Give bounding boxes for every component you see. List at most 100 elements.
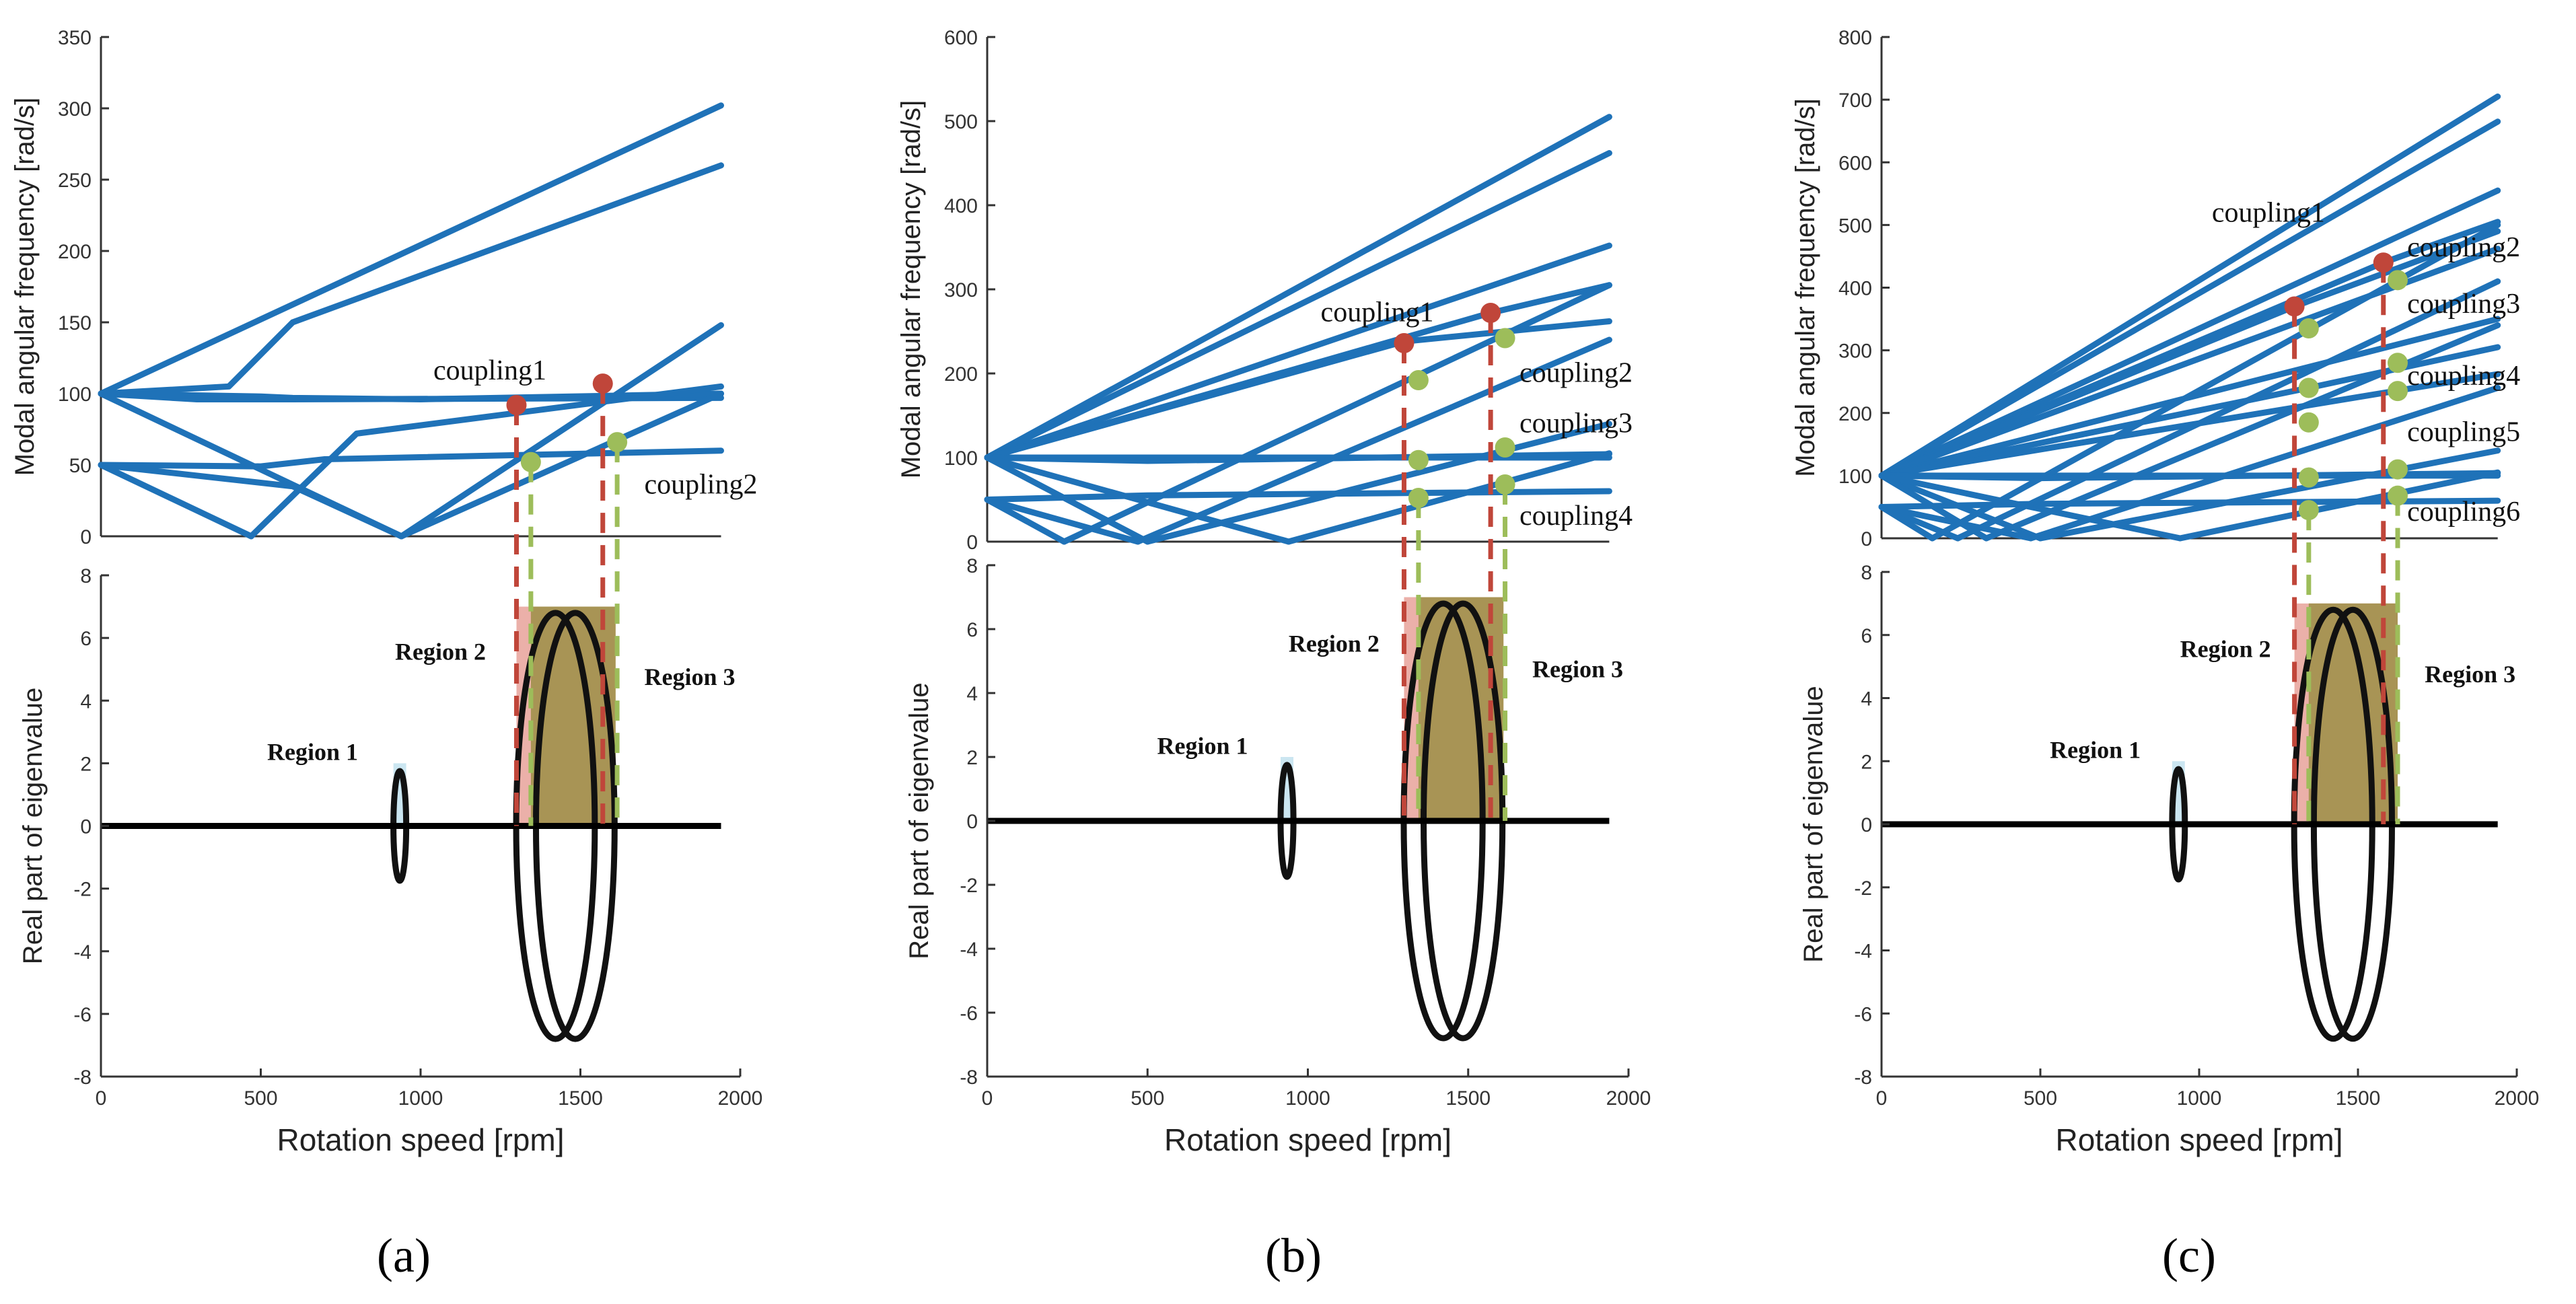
mode-curve-6 <box>98 462 254 540</box>
bottom-y-tick-label: 4 <box>1861 688 1872 711</box>
coupling-marker <box>2388 353 2408 373</box>
mode-curve-7 <box>984 451 1612 464</box>
top-y-tick-label: 300 <box>944 279 978 301</box>
mode-curve-13 <box>1061 282 1612 545</box>
mode-curve-5 <box>984 318 1612 461</box>
top-y-tick-label: 400 <box>1838 278 1872 300</box>
bottom-y-axis-label: Real part of eigenvalue <box>904 682 934 959</box>
top-y-axis-label: Modal angular frequency [rad/s] <box>896 100 926 479</box>
top-y-tick-label: 200 <box>944 363 978 386</box>
top-y-tick-label: 500 <box>1838 215 1872 237</box>
mode-curve-9 <box>98 462 404 540</box>
coupling-marker <box>1495 437 1515 458</box>
mode-curve-2 <box>984 150 1612 461</box>
mode-curve-16 <box>1878 503 1936 542</box>
top-y-tick-label: 500 <box>944 111 978 133</box>
top-y-axis-label: Modal angular frequency [rad/s] <box>1791 98 1820 477</box>
mode-curve-1 <box>98 102 724 397</box>
mode-curve-8 <box>984 488 1612 503</box>
top-plot-a: 0 50 100 150 200 250 300 350 Modal angular frequ… <box>10 27 724 548</box>
bottom-y-tick-label: 4 <box>966 683 978 705</box>
bottom-y-tick-label: 8 <box>80 565 92 587</box>
x-axis-label: Rotation speed [rpm] <box>1164 1122 1452 1157</box>
bottom-y-tick-label: -2 <box>73 879 92 901</box>
bottom-y-tick-label: 0 <box>966 811 978 833</box>
coupling-marker <box>1480 303 1501 323</box>
mode-curve-24 <box>2177 469 2501 542</box>
coupling-label: coupling2 <box>645 469 758 500</box>
mode-curve-14 <box>1135 336 1612 545</box>
mode-curve-10 <box>398 322 724 540</box>
bottom-y-tick-label: 2 <box>80 753 92 775</box>
top-y-tick-label: 350 <box>58 27 92 49</box>
coupling-label: coupling1 <box>433 355 546 386</box>
top-plot-b: 0 100 200 300 400 500 600 Modal angular frequen… <box>896 27 1612 554</box>
coupling-label: coupling6 <box>2407 497 2520 528</box>
coupling-label: coupling2 <box>2407 232 2520 263</box>
mode-curve-1 <box>984 114 1612 461</box>
bottom-y-tick-label: -6 <box>960 1003 978 1025</box>
x-tick-label: 2000 <box>2495 1087 2540 1110</box>
panel-label-c: (c) <box>2162 1229 2216 1282</box>
coupling-marker <box>2388 270 2408 291</box>
top-y-tick-label: 50 <box>69 455 92 477</box>
coupling-label: coupling2 <box>1519 358 1633 389</box>
coupling-marker <box>1408 488 1429 508</box>
x-tick-label: 0 <box>1876 1087 1888 1110</box>
region-label: Region 1 <box>1157 732 1248 759</box>
coupling-marker <box>2388 485 2408 506</box>
top-y-tick-label: 100 <box>944 447 978 470</box>
coupling-marker <box>1495 328 1515 349</box>
top-y-tick-label: 0 <box>1861 528 1872 550</box>
coupling-label: coupling1 <box>1321 297 1434 328</box>
mode-curve-11 <box>984 454 1292 545</box>
top-y-tick-label: 100 <box>58 384 92 406</box>
top-y-tick-label: 200 <box>1838 403 1872 425</box>
mode-curve-11 <box>398 390 724 540</box>
mode-curve-22 <box>2028 385 2501 542</box>
coupling-marker <box>2388 381 2408 402</box>
bottom-y-tick-label: -8 <box>1854 1066 1872 1089</box>
x-tick-label: 500 <box>2024 1087 2057 1110</box>
bottom-y-tick-label: 8 <box>1861 562 1872 584</box>
mode-curve-12 <box>984 497 1141 545</box>
top-y-tick-label: 700 <box>1838 89 1872 112</box>
top-y-tick-label: 300 <box>58 98 92 120</box>
coupling-marker <box>1495 474 1515 495</box>
mode-curve-9 <box>984 454 1151 545</box>
coupling-marker <box>1408 449 1429 470</box>
mode-curve-23 <box>2037 447 2501 542</box>
coupling-marker <box>520 451 541 472</box>
coupling-marker <box>2298 500 2319 521</box>
bottom-y-tick-label: 6 <box>966 619 978 641</box>
panel-label-a: (a) <box>377 1229 431 1282</box>
coupling-marker <box>2373 252 2394 273</box>
x-tick-label: 2000 <box>1606 1087 1651 1110</box>
coupling-marker <box>1394 333 1415 353</box>
coupling-marker <box>2298 467 2319 488</box>
mode-curve-15 <box>1144 421 1612 545</box>
coupling-label: coupling4 <box>1519 501 1633 532</box>
top-y-tick-label: 150 <box>58 312 92 334</box>
bottom-y-tick-label: 2 <box>1861 751 1872 773</box>
mode-curve-3 <box>1878 187 2501 479</box>
panel-label-b: (b) <box>1265 1229 1322 1282</box>
region-label: Region 3 <box>2425 661 2515 688</box>
top-y-tick-label: 0 <box>80 526 92 548</box>
bottom-plot-c: -8 -6 -4 -2 0 2 4 6 8 0 500 1000 1500 2000 Rotation sp… <box>1799 562 2539 1157</box>
coupling-marker <box>2388 459 2408 480</box>
mode-curve-3 <box>984 242 1612 461</box>
top-y-tick-label: 200 <box>58 241 92 263</box>
top-y-tick-label: 100 <box>1838 466 1872 488</box>
region-label: Region 2 <box>2180 636 2271 663</box>
bottom-y-tick-label: -8 <box>960 1066 978 1089</box>
mode-curve-17 <box>1878 472 2184 542</box>
coupling-group-b: coupling1 coupling2 coupling3 coupling4 <box>1321 297 1633 821</box>
bottom-y-tick-label: 6 <box>80 628 92 650</box>
bottom-y-tick-label: 4 <box>80 690 92 713</box>
x-tick-label: 0 <box>96 1087 107 1110</box>
x-tick-label: 1500 <box>558 1087 603 1110</box>
mode-curve-10 <box>984 497 1067 545</box>
